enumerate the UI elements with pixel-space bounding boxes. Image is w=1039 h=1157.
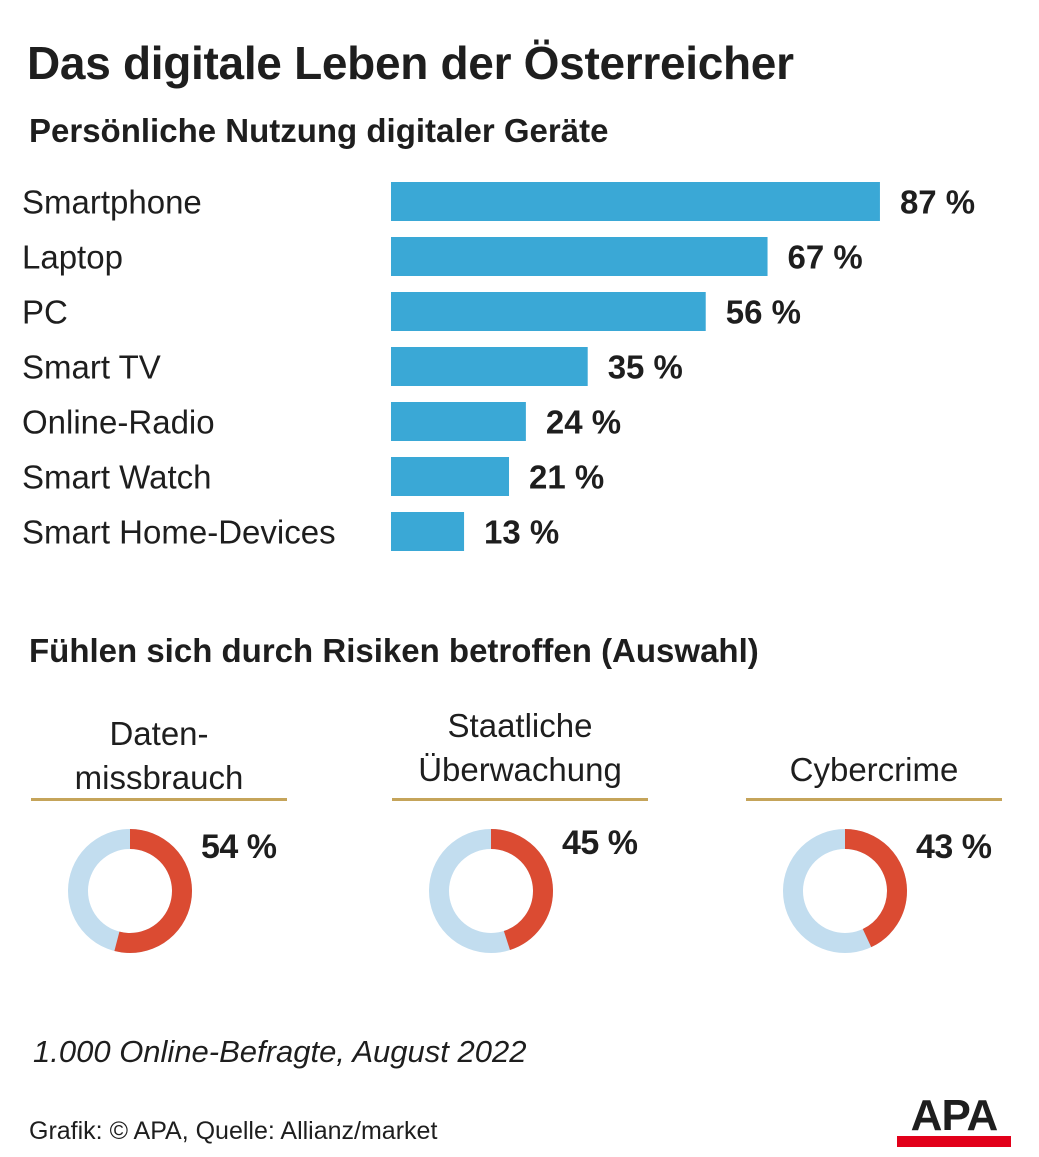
- category-label: Online-Radio: [22, 404, 215, 441]
- risk-label: Staatliche Überwachung: [418, 707, 622, 788]
- risk-percentage: 45 %: [562, 824, 638, 862]
- risks-section-title: Fühlen sich durch Risiken betroffen (Aus…: [29, 632, 759, 669]
- risk-percentage: 43 %: [916, 828, 992, 866]
- risk-divider: [746, 798, 1002, 801]
- logo-red-bar: [897, 1136, 1011, 1147]
- risk-donut-surveillance: [429, 829, 553, 953]
- category-label: Smart TV: [22, 349, 161, 386]
- risk-divider: [392, 798, 648, 801]
- risk-label: Cybercrime: [789, 751, 959, 788]
- value-label: 21 %: [529, 459, 604, 496]
- risk-percentage: 54 %: [201, 828, 277, 866]
- category-label: Smart Watch: [22, 459, 211, 496]
- value-label: 87 %: [900, 184, 975, 221]
- donut-value-arc: [783, 829, 907, 953]
- risk-donut-cybercrime: [783, 829, 907, 953]
- donut-value-arc: [429, 829, 553, 953]
- risk-surveillance: Staatliche Überwachung 45 %: [392, 700, 648, 970]
- risk-label: Daten- missbrauch: [74, 715, 244, 796]
- survey-footnote: 1.000 Online-Befragte, August 2022: [33, 1034, 527, 1069]
- bar: [391, 182, 880, 221]
- bar: [391, 237, 768, 276]
- page-title: Das digitale Leben der Österreicher: [27, 37, 794, 89]
- value-label: 24 %: [546, 404, 621, 441]
- category-label: PC: [22, 294, 68, 331]
- bar: [391, 402, 526, 441]
- value-label: 13 %: [484, 514, 559, 551]
- donut-value-arc: [68, 829, 192, 953]
- value-label: 67 %: [788, 239, 863, 276]
- apa-logo: APA: [897, 1091, 1011, 1147]
- value-label: 56 %: [726, 294, 801, 331]
- risk-cybercrime: Cybercrime 43 %: [746, 700, 1002, 970]
- bar: [391, 292, 706, 331]
- category-label: Smart Home-Devices: [22, 514, 336, 551]
- source-credit: Grafik: © APA, Quelle: Allianz/market: [29, 1117, 438, 1145]
- device-usage-bar-chart: Smartphone 87 % Laptop 67 % PC 56 % Smart TV 35…: [22, 182, 975, 551]
- risk-donut-data-misuse: [68, 829, 192, 953]
- bar: [391, 512, 465, 551]
- category-label: Laptop: [22, 239, 123, 276]
- logo-text: APA: [910, 1091, 999, 1140]
- bar: [391, 347, 588, 386]
- risk-divider: [31, 798, 287, 801]
- risk-data-misuse: Daten- missbrauch 54 %: [31, 700, 287, 970]
- bar: [391, 457, 510, 496]
- category-label: Smartphone: [22, 184, 202, 221]
- value-label: 35 %: [608, 349, 683, 386]
- chart-subtitle: Persönliche Nutzung digitaler Geräte: [29, 112, 609, 149]
